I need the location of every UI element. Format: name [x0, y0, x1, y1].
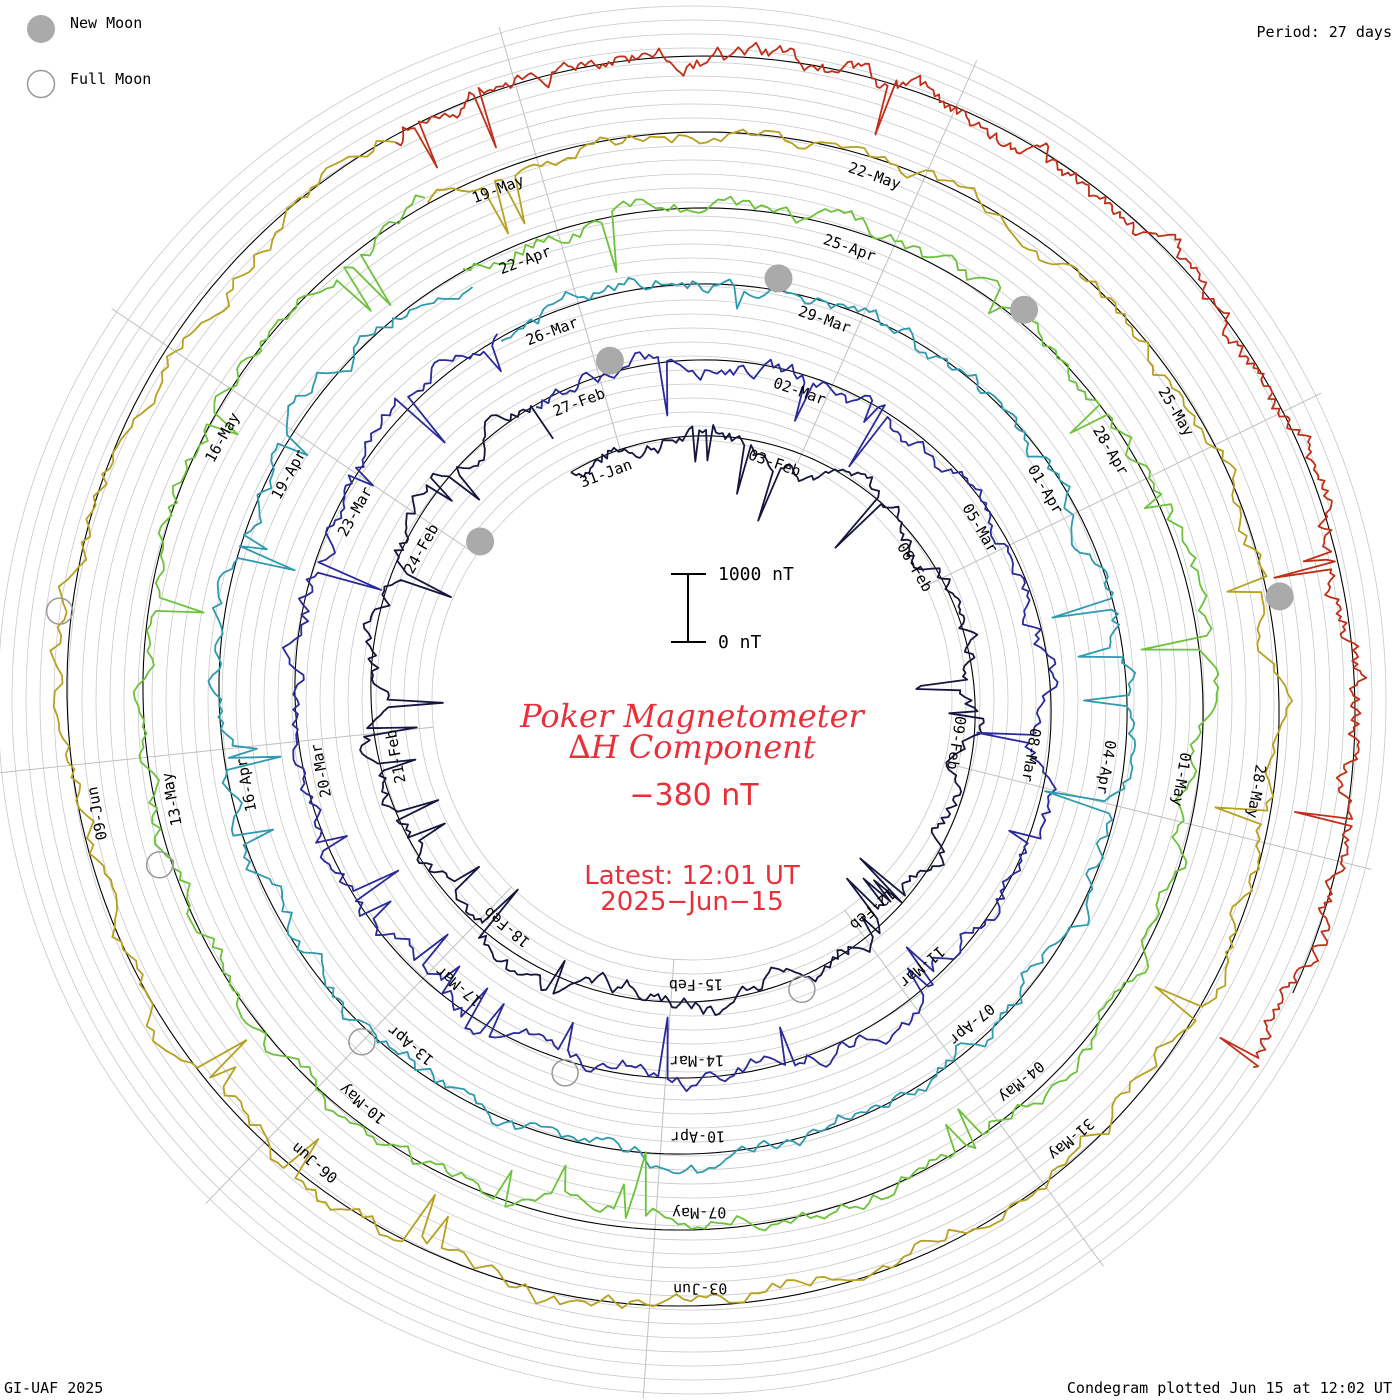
latest-date: 2025−Jun−15 [600, 887, 783, 917]
date-label: 29-Mar [796, 302, 853, 337]
legend-symbols [26, 15, 56, 99]
date-label: 10-Apr [671, 1127, 725, 1146]
legend-full-moon-label: Full Moon [70, 70, 152, 88]
date-label: 04-May [995, 1057, 1048, 1106]
grid-ring [151, 159, 1233, 1241]
full-moon-marker [145, 851, 174, 879]
new-moon-marker [466, 527, 495, 556]
date-label: 01-Apr [1024, 461, 1067, 517]
date-label: 16-May [201, 409, 243, 465]
grid-ring [333, 341, 1051, 1059]
grid-ring [67, 75, 1317, 1325]
latest-time: Latest: 12:01 UT [584, 861, 800, 891]
chart-title: Poker Magnetometer [519, 697, 865, 735]
trace-cycle-1 [359, 405, 985, 1016]
trace-cycle-5 [49, 128, 1293, 1310]
grid-ring [165, 173, 1219, 1227]
date-label: 25-Apr [821, 230, 878, 265]
full-moon-icon [26, 69, 56, 99]
grid-ring [347, 355, 1037, 1045]
date-label: 04-Apr [1093, 739, 1119, 795]
trace-cycle-6 [395, 41, 1368, 1069]
date-label: 07-May [672, 1203, 726, 1222]
plotted-label: Condegram plotted Jun 15 at 12:02 UT [1066, 1379, 1392, 1397]
center-text: Poker Magnetometer ∆H Component −380 nT … [519, 697, 865, 917]
date-label: 21-Feb [382, 728, 410, 785]
grid-ring [319, 327, 1065, 1073]
full-moon-marker [348, 1028, 376, 1056]
date-label: 15-Feb [669, 975, 723, 994]
grid-ring [235, 243, 1149, 1157]
new-moon-marker [764, 264, 793, 293]
grid-ring [109, 117, 1275, 1283]
full-moon-marker [788, 975, 816, 1004]
radial-spoke [642, 959, 675, 1399]
grid-ring [375, 383, 1009, 1017]
chart-subtitle: ∆H Component [568, 728, 815, 766]
date-label: 03-Jun [673, 1279, 727, 1298]
grid-ring [179, 187, 1205, 1213]
date-label: 31-Jan [577, 455, 634, 491]
grid-ring [193, 201, 1191, 1199]
radial-spoke [944, 762, 1372, 870]
credit-label: GI-UAF 2025 [4, 1379, 104, 1397]
grid-ring [39, 47, 1345, 1353]
scale-top-label: 1000 nT [718, 564, 794, 585]
radial-spoke [925, 392, 1322, 587]
full-moon-marker [45, 597, 74, 625]
new-moon-marker [1010, 295, 1039, 324]
date-label: 22-May [846, 158, 903, 193]
grid-ring [263, 271, 1121, 1129]
radial-spoke [0, 726, 434, 774]
date-label: 07-Apr [945, 1000, 998, 1049]
full-moon-marker [551, 1059, 579, 1087]
moon-markers [45, 264, 1294, 1087]
date-label: 03-Feb [746, 446, 803, 481]
new-moon-icon [27, 15, 55, 43]
period-label: Period: 27 days [1256, 23, 1392, 41]
date-label: 05-Mar [958, 500, 1001, 556]
grid-ring [249, 257, 1135, 1143]
new-moon-marker [595, 346, 624, 375]
trace-cycle-3 [207, 277, 1136, 1175]
grid-ring [207, 215, 1177, 1185]
current-value: −380 nT [629, 778, 759, 813]
date-label: 13-May [158, 771, 186, 828]
grid-ring [81, 89, 1303, 1311]
data-traces [49, 41, 1368, 1310]
date-label: 10-May [336, 1080, 389, 1128]
date-label: 06-Feb [893, 539, 936, 595]
grid-ring [11, 19, 1373, 1381]
radial-spoke [844, 910, 1104, 1267]
grid-ring [277, 285, 1107, 1115]
new-moon-marker [1265, 582, 1294, 611]
date-label: 19-Apr [268, 447, 310, 503]
grid-ring [95, 103, 1289, 1297]
date-label: 20-Mar [307, 742, 335, 799]
grid-ring [431, 439, 953, 961]
trace-cycle-2 [282, 333, 1059, 1093]
date-label: 11-Mar [896, 942, 949, 991]
date-label: 16-Apr [232, 757, 260, 814]
date-label: 19-May [469, 171, 526, 207]
trace-cycle-4 [132, 194, 1220, 1232]
scale-bottom-label: 0 nT [718, 632, 762, 653]
legend-new-moon-label: New Moon [70, 14, 143, 32]
grid-ring [137, 145, 1247, 1255]
radial-spoke [797, 60, 978, 463]
grid-ring [0, 5, 1387, 1395]
radial-spoke [205, 886, 512, 1204]
date-label: 14-Mar [670, 1051, 724, 1070]
date-label: 09-Feb [943, 715, 969, 771]
scale-bar: 1000 nT 0 nT [671, 564, 794, 653]
